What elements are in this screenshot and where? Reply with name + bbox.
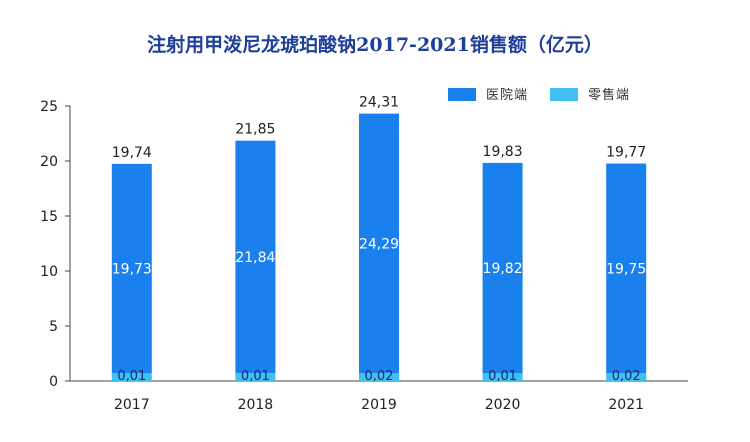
bar-hospital-2019 <box>359 113 399 373</box>
total-label-2020: 19,83 <box>483 144 523 160</box>
bar-retail-2018 <box>235 373 276 381</box>
y-tick-label: 15 <box>40 209 58 225</box>
y-tick-label: 10 <box>40 264 58 280</box>
total-label-2019: 24,31 <box>359 95 399 111</box>
bar-hospital-2021 <box>606 163 647 373</box>
y-tick-label: 5 <box>49 319 58 335</box>
total-label-2017: 19,74 <box>112 145 152 161</box>
x-tick-label-2019: 2019 <box>361 397 397 413</box>
legend-label-2: 零售端 <box>588 87 630 103</box>
hospital-label-2019: 24,29 <box>359 236 399 252</box>
bar-retail-2021 <box>606 373 647 381</box>
x-tick-label-2018: 2018 <box>238 397 274 413</box>
retail-label-2020: 0,01 <box>488 369 517 384</box>
bar-hospital-2018 <box>235 140 276 373</box>
hospital-label-2021: 19,75 <box>606 261 646 277</box>
y-tick-label: 0 <box>49 374 58 390</box>
legend-swatch-1 <box>448 88 476 101</box>
y-tick-label: 20 <box>40 154 58 170</box>
retail-label-2018: 0,01 <box>241 369 270 384</box>
legend-swatch-2 <box>550 88 578 101</box>
bar-retail-2020 <box>482 373 523 381</box>
hospital-label-2017: 19,73 <box>112 261 152 277</box>
bar-retail-2019 <box>359 373 399 381</box>
retail-label-2019: 0,02 <box>365 369 394 384</box>
hospital-label-2020: 19,82 <box>483 261 523 277</box>
bar-hospital-2020 <box>482 162 523 373</box>
retail-label-2017: 0,01 <box>117 369 146 384</box>
total-label-2021: 19,77 <box>606 145 646 161</box>
total-label-2018: 21,85 <box>235 122 275 138</box>
retail-label-2021: 0,02 <box>612 369 641 384</box>
x-tick-label-2017: 2017 <box>114 397 150 413</box>
chart-title: 注射用甲泼尼龙琥珀酸钠2017-2021销售额（亿元） <box>147 34 603 56</box>
y-tick-label: 25 <box>40 99 58 115</box>
x-tick-label-2021: 2021 <box>608 397 644 413</box>
x-tick-label-2020: 2020 <box>485 397 521 413</box>
legend-label-1: 医院端 <box>486 88 528 103</box>
hospital-label-2018: 21,84 <box>235 250 275 266</box>
bar-hospital-2017 <box>111 163 152 373</box>
bar-retail-2017 <box>111 373 152 381</box>
